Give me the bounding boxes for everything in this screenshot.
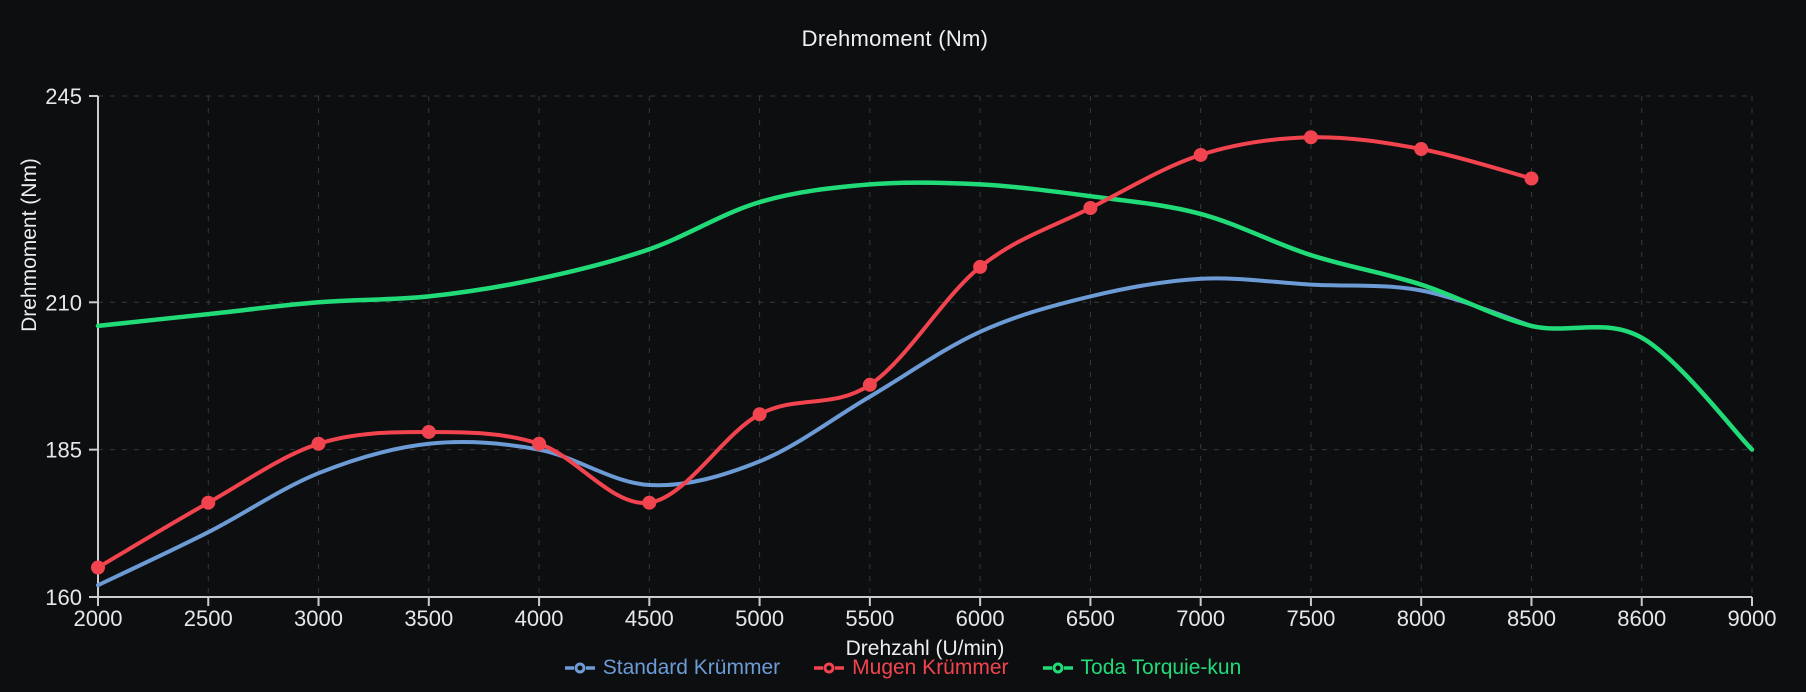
- x-tick-label: 4000: [515, 606, 564, 631]
- x-axis-title: Drehzahl (U/min): [845, 637, 1005, 660]
- chart-title: Drehmoment (Nm): [801, 26, 989, 51]
- data-point-marker[interactable]: [642, 495, 657, 510]
- series-line-0[interactable]: [96, 276, 1534, 588]
- legend-item-mugen-kruemmer[interactable]: Mugen Krümmer: [814, 656, 1009, 680]
- x-tick-label: 5500: [845, 606, 894, 631]
- data-point-marker[interactable]: [421, 424, 436, 439]
- x-tick-label: 4500: [625, 606, 674, 631]
- data-point-marker[interactable]: [311, 436, 326, 451]
- data-point-marker[interactable]: [201, 495, 216, 510]
- x-tick-label: 9000: [1728, 606, 1777, 631]
- series-line-1[interactable]: [96, 135, 1534, 570]
- x-tick-label: 6500: [1066, 606, 1115, 631]
- legend-line-marker-icon: [814, 662, 845, 674]
- y-tick-label: 210: [45, 290, 82, 315]
- x-tick-label: 2000: [74, 606, 123, 631]
- legend-line-marker-icon: [1042, 662, 1073, 674]
- legend-line-marker-icon: [564, 662, 595, 674]
- data-point-marker[interactable]: [1303, 130, 1318, 145]
- x-tick-label: 3500: [404, 606, 453, 631]
- x-tick-label: 7500: [1286, 606, 1335, 631]
- x-tick-label: 3000: [294, 606, 343, 631]
- chart-legend: Standard Krümmer Mugen Krümmer Toda Torq…: [0, 656, 1806, 680]
- data-point-marker[interactable]: [752, 407, 767, 422]
- x-tick-label: 7000: [1176, 606, 1225, 631]
- series-line-2[interactable]: [95, 180, 1755, 452]
- y-tick-label: 160: [45, 585, 82, 610]
- data-point-marker[interactable]: [532, 436, 547, 451]
- x-tick-label: 8000: [1397, 606, 1446, 631]
- data-point-marker[interactable]: [862, 377, 877, 392]
- legend-item-label: Toda Torquie-kun: [1080, 656, 1242, 679]
- y-tick-label: 185: [45, 438, 82, 463]
- data-point-marker[interactable]: [1083, 200, 1098, 215]
- y-tick-label: 245: [45, 84, 82, 109]
- x-tick-label: 8600: [1617, 606, 1666, 631]
- legend-item-label: Standard Krümmer: [602, 656, 781, 679]
- data-point-marker[interactable]: [973, 259, 988, 274]
- x-tick-label: 6000: [956, 606, 1005, 631]
- data-point-marker[interactable]: [1524, 171, 1539, 186]
- legend-item-label: Mugen Krümmer: [852, 656, 1009, 679]
- x-tick-label: 2500: [184, 606, 233, 631]
- legend-item-toda-torquie-kun[interactable]: Toda Torquie-kun: [1042, 656, 1242, 680]
- data-point-marker[interactable]: [1193, 147, 1208, 162]
- legend-item-standard-kruemmer[interactable]: Standard Krümmer: [564, 656, 781, 680]
- data-point-marker[interactable]: [1414, 142, 1429, 157]
- data-point-marker[interactable]: [91, 560, 105, 575]
- x-tick-label: 8500: [1507, 606, 1556, 631]
- x-tick-label: 5000: [735, 606, 784, 631]
